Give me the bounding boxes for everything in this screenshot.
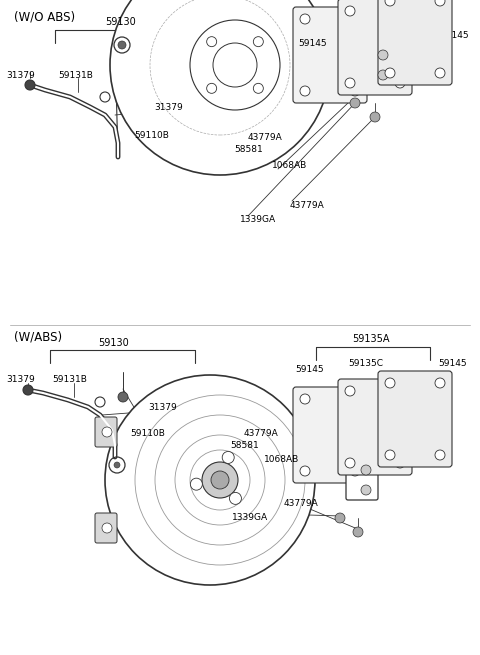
FancyBboxPatch shape [293,387,367,483]
Text: 1068AB: 1068AB [272,160,307,170]
FancyBboxPatch shape [95,513,117,543]
Circle shape [395,386,405,396]
Text: 59135A: 59135A [355,4,393,14]
Circle shape [435,68,445,78]
Circle shape [395,6,405,16]
Circle shape [253,83,264,93]
Text: 43779A: 43779A [290,200,325,210]
Text: 43779A: 43779A [284,498,319,508]
Circle shape [118,392,128,402]
Circle shape [350,98,360,108]
Circle shape [378,70,388,80]
Circle shape [361,465,371,475]
Text: (W/O ABS): (W/O ABS) [14,10,75,24]
FancyBboxPatch shape [346,460,378,500]
Text: 31379: 31379 [148,403,177,411]
Circle shape [385,450,395,460]
Circle shape [300,14,310,24]
Circle shape [253,37,264,47]
Text: 1068AB: 1068AB [264,455,299,464]
Circle shape [191,478,203,490]
Circle shape [378,50,388,60]
Text: 59135C: 59135C [350,31,385,39]
Text: 59131B: 59131B [52,375,87,384]
Text: 59135A: 59135A [352,334,389,344]
Text: 59130: 59130 [98,338,129,348]
Text: 58581: 58581 [234,145,263,155]
Circle shape [395,78,405,88]
FancyBboxPatch shape [338,379,412,475]
Circle shape [385,378,395,388]
Text: 59145: 59145 [440,31,468,39]
Text: 59135C: 59135C [348,358,383,367]
Circle shape [118,41,126,49]
Circle shape [385,0,395,6]
Text: 59110B: 59110B [130,428,165,438]
FancyBboxPatch shape [363,45,395,85]
FancyBboxPatch shape [293,7,367,103]
FancyBboxPatch shape [95,417,117,447]
Circle shape [300,394,310,404]
Circle shape [300,86,310,96]
Circle shape [211,471,229,489]
Circle shape [202,462,238,498]
Text: 59145: 59145 [295,365,324,375]
Circle shape [350,466,360,476]
Text: 1339GA: 1339GA [232,512,268,521]
Circle shape [207,83,216,93]
Circle shape [395,458,405,468]
Text: 31379: 31379 [6,71,35,79]
Circle shape [345,386,355,396]
Circle shape [345,458,355,468]
Text: 1339GA: 1339GA [240,215,276,225]
Circle shape [385,68,395,78]
Text: 59130: 59130 [105,17,136,27]
Circle shape [25,80,35,90]
Circle shape [350,14,360,24]
Circle shape [350,394,360,404]
Text: 59145: 59145 [438,358,467,367]
Text: 43779A: 43779A [248,132,283,141]
Circle shape [345,78,355,88]
Circle shape [370,112,380,122]
Circle shape [222,451,234,464]
Circle shape [102,427,112,437]
Circle shape [229,493,241,504]
Circle shape [300,466,310,476]
Circle shape [102,523,112,533]
Text: 58581: 58581 [230,441,259,451]
Text: 59131B: 59131B [58,71,93,79]
Circle shape [350,86,360,96]
Text: (W/ABS): (W/ABS) [14,331,62,343]
Circle shape [105,375,315,585]
Circle shape [361,485,371,495]
Text: 31379: 31379 [154,102,183,111]
Text: 59145: 59145 [298,39,326,48]
Circle shape [207,37,216,47]
Circle shape [435,450,445,460]
Circle shape [435,378,445,388]
FancyBboxPatch shape [378,371,452,467]
Circle shape [345,6,355,16]
Circle shape [23,385,33,395]
Circle shape [110,0,330,175]
Circle shape [353,527,363,537]
Text: 43779A: 43779A [244,428,279,438]
Circle shape [435,0,445,6]
Text: 59110B: 59110B [134,130,169,140]
Text: 31379: 31379 [6,375,35,384]
Circle shape [114,462,120,468]
Circle shape [335,513,345,523]
FancyBboxPatch shape [378,0,452,85]
FancyBboxPatch shape [338,0,412,95]
